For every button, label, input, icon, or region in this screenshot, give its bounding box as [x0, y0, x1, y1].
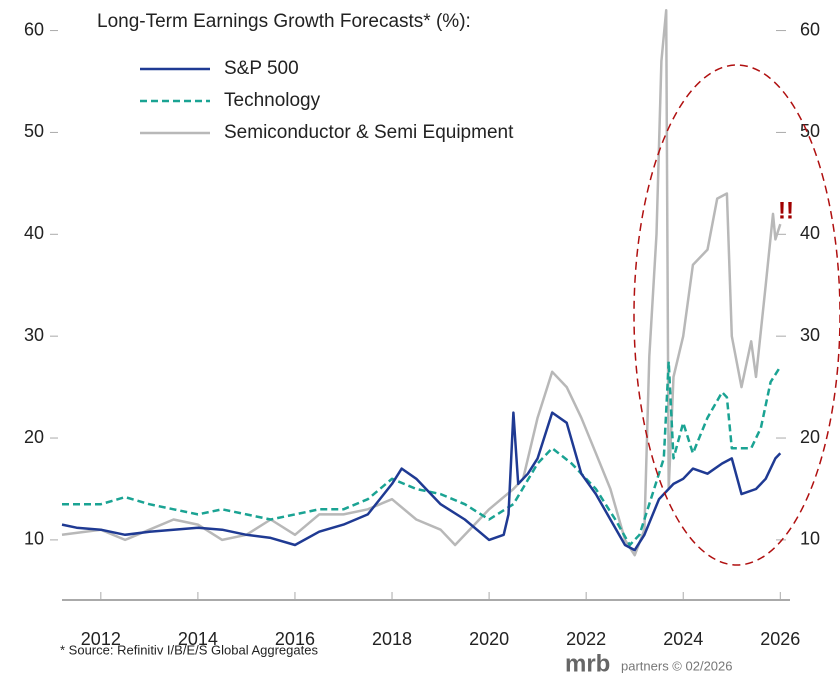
- brand-logo: mrb: [565, 650, 610, 677]
- y-tick-label: 40: [24, 223, 44, 243]
- x-tick-label: 2012: [81, 629, 121, 649]
- highlight-ellipse: [633, 64, 840, 566]
- chart-title: Long-Term Earnings Growth Forecasts* (%)…: [97, 11, 471, 32]
- y-tick-label: 10: [24, 529, 44, 549]
- y-tick-label: 60: [24, 19, 44, 39]
- source-note: * Source: Refinitiv I/B/E/S Global Aggre…: [60, 642, 318, 657]
- y-tick-label: 20: [24, 427, 44, 447]
- x-tick-label: 2018: [372, 629, 412, 649]
- line-series: [62, 360, 782, 547]
- y-tick-label: 50: [24, 121, 44, 141]
- y2-tick-label: 10: [800, 529, 820, 549]
- legend-label: Semiconductor & Semi Equipment: [224, 122, 514, 143]
- annotation: !!: [778, 197, 794, 224]
- line-series: [61, 411, 782, 552]
- y2-tick-label: 60: [800, 19, 820, 39]
- y2-tick-label: 40: [800, 223, 820, 243]
- legend-label: Technology: [224, 90, 321, 111]
- x-tick-label: 2016: [275, 629, 315, 649]
- legend-label: S&P 500: [224, 58, 299, 79]
- y-tick-label: 30: [24, 325, 44, 345]
- x-tick-label: 2014: [178, 629, 218, 649]
- x-tick-label: 2026: [760, 629, 800, 649]
- x-tick-label: 2024: [663, 629, 703, 649]
- brand-text: partners © 02/2026: [621, 658, 732, 673]
- x-tick-label: 2022: [566, 629, 606, 649]
- y2-tick-label: 20: [800, 427, 820, 447]
- x-tick-label: 2020: [469, 629, 509, 649]
- y2-tick-label: 30: [800, 325, 820, 345]
